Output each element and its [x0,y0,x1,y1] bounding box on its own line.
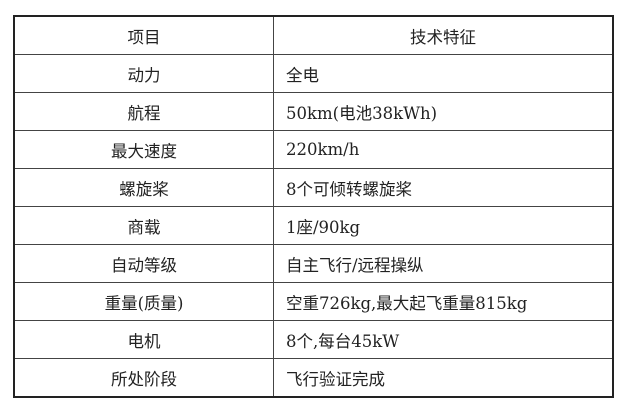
cell-item: 重量(质量) [13,282,274,321]
table-row: 动力 全电 [13,54,614,93]
cell-item: 螺旋桨 [13,168,274,207]
cell-item: 动力 [13,54,274,93]
spec-table: 项目 技术特征 动力 全电 航程 50km(电池38kWh) 最大速度 220km/h 螺旋… [13,15,614,398]
cell-feature: 220km/h [273,130,614,169]
table-row: 自动等级 自主飞行/远程操纵 [13,244,614,283]
cell-feature: 8个可倾转螺旋桨 [273,168,614,207]
table-row: 重量(质量) 空重726kg,最大起飞重量815kg [13,282,614,321]
table-row: 商载 1座/90kg [13,206,614,245]
header-item: 项目 [13,15,274,55]
table-row: 螺旋桨 8个可倾转螺旋桨 [13,168,614,207]
table-row: 航程 50km(电池38kWh) [13,92,614,131]
cell-feature: 50km(电池38kWh) [273,92,614,131]
table-header-row: 项目 技术特征 [13,15,614,55]
cell-feature: 1座/90kg [273,206,614,245]
cell-feature: 飞行验证完成 [273,358,614,398]
cell-feature: 自主飞行/远程操纵 [273,244,614,283]
cell-item: 所处阶段 [13,358,274,398]
cell-item: 商载 [13,206,274,245]
table-row: 电机 8个,每台45kW [13,320,614,359]
cell-item: 电机 [13,320,274,359]
cell-feature: 空重726kg,最大起飞重量815kg [273,282,614,321]
cell-item: 自动等级 [13,244,274,283]
table-row: 所处阶段 飞行验证完成 [13,358,614,398]
header-feature: 技术特征 [273,15,614,55]
cell-feature: 全电 [273,54,614,93]
table-row: 最大速度 220km/h [13,130,614,169]
cell-item: 最大速度 [13,130,274,169]
cell-item: 航程 [13,92,274,131]
cell-feature: 8个,每台45kW [273,320,614,359]
